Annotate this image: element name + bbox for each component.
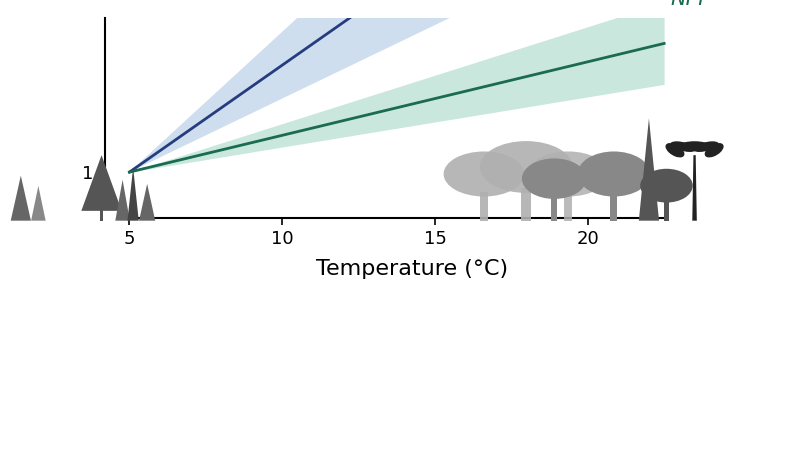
X-axis label: Temperature (°C): Temperature (°C): [316, 259, 508, 279]
Text: NPP: NPP: [671, 0, 711, 9]
Polygon shape: [564, 192, 572, 221]
Polygon shape: [31, 186, 45, 221]
Polygon shape: [82, 155, 122, 211]
Polygon shape: [521, 188, 531, 221]
Polygon shape: [11, 176, 31, 221]
Polygon shape: [128, 167, 139, 221]
Ellipse shape: [522, 158, 587, 199]
Polygon shape: [480, 192, 488, 221]
Ellipse shape: [680, 141, 709, 149]
Polygon shape: [610, 192, 617, 221]
Polygon shape: [639, 118, 659, 221]
Polygon shape: [692, 155, 696, 221]
Ellipse shape: [666, 143, 684, 157]
Polygon shape: [116, 180, 130, 221]
Polygon shape: [100, 201, 103, 221]
Ellipse shape: [705, 143, 724, 157]
Ellipse shape: [640, 169, 692, 202]
Ellipse shape: [480, 141, 573, 193]
Polygon shape: [664, 199, 669, 221]
Ellipse shape: [444, 152, 524, 197]
Ellipse shape: [671, 142, 696, 152]
Ellipse shape: [693, 142, 718, 152]
Ellipse shape: [578, 152, 650, 197]
Polygon shape: [139, 184, 155, 221]
Polygon shape: [551, 195, 558, 221]
Ellipse shape: [528, 152, 608, 197]
